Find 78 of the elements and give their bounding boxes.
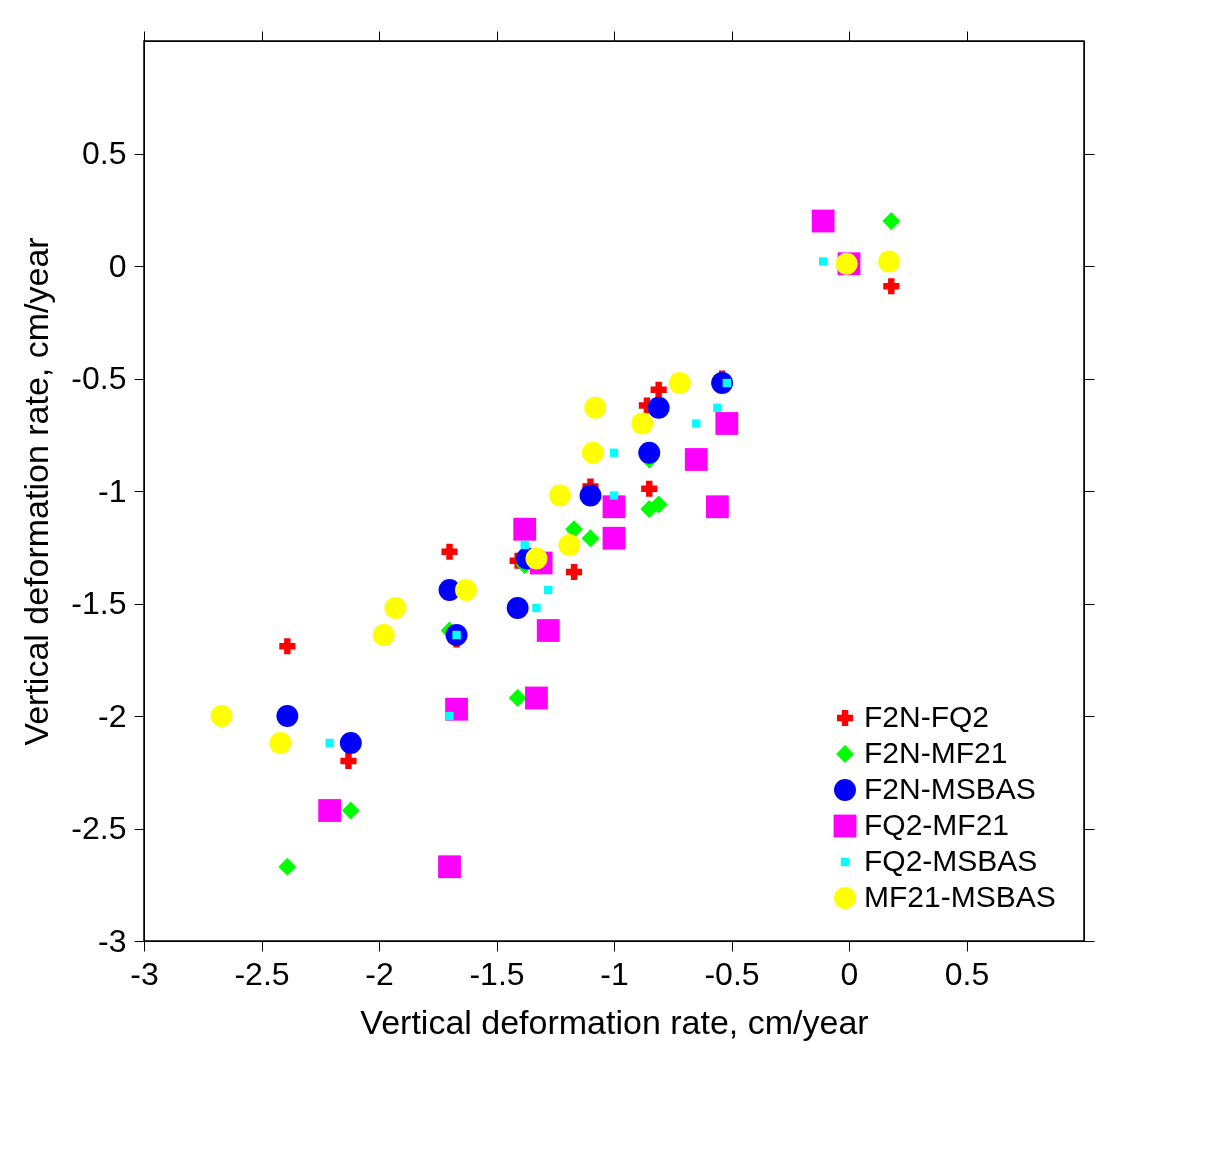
x-axis-title: Vertical deformation rate, cm/year — [360, 1002, 869, 1041]
point — [520, 540, 529, 550]
point — [602, 526, 626, 550]
point — [581, 529, 600, 548]
x-tick-label: -1.5 — [469, 955, 525, 992]
point — [341, 801, 360, 820]
x-tick-label: -3 — [130, 955, 159, 992]
point — [878, 250, 900, 273]
point — [278, 857, 297, 876]
point — [525, 686, 548, 710]
x-tick-label: 0 — [840, 955, 859, 992]
point — [318, 799, 342, 822]
point — [649, 495, 668, 514]
point — [882, 212, 901, 230]
legend-label: F2N-FQ2 — [864, 700, 990, 733]
point — [532, 603, 541, 613]
point — [609, 448, 619, 457]
point — [441, 543, 458, 560]
y-tick-label: -0.5 — [71, 360, 127, 396]
point — [445, 711, 454, 721]
y-tick-label: -1.5 — [71, 585, 127, 621]
point — [506, 597, 529, 619]
point — [372, 624, 395, 646]
y-tick-label: -2 — [98, 697, 127, 734]
point — [706, 495, 729, 519]
y-tick-label: -1 — [98, 472, 127, 509]
legend-label: F2N-MF21 — [864, 736, 1008, 769]
point — [513, 517, 537, 541]
point — [811, 209, 835, 233]
legend-label: F2N-MSBAS — [864, 772, 1036, 805]
y-tick-label: -2.5 — [71, 810, 127, 846]
point — [638, 441, 661, 464]
point — [818, 257, 828, 266]
point — [715, 412, 739, 435]
point — [544, 585, 553, 595]
point — [581, 441, 604, 464]
point — [609, 491, 619, 500]
point — [668, 372, 691, 394]
point — [641, 480, 658, 497]
x-tick-label: -0.5 — [704, 955, 760, 992]
x-tick-label: -1 — [600, 955, 629, 992]
x-tick-label: 0.5 — [944, 955, 990, 992]
y-tick-label: -3 — [98, 922, 127, 959]
y-axis-title: Vertical deformation rate, cm/year — [17, 237, 56, 746]
point — [584, 396, 607, 419]
point — [602, 495, 626, 519]
point — [455, 579, 477, 601]
point — [384, 597, 407, 619]
point — [508, 689, 527, 707]
point — [650, 381, 667, 398]
legend-label: MF21-MSBAS — [864, 880, 1056, 913]
point — [325, 738, 334, 748]
point — [438, 855, 461, 879]
point — [631, 412, 654, 435]
point — [579, 484, 602, 507]
point — [713, 403, 722, 412]
point — [565, 520, 583, 539]
point — [269, 732, 292, 754]
point — [340, 752, 357, 770]
point — [549, 484, 571, 507]
legend-label: FQ2-MF21 — [864, 808, 1010, 841]
y-tick-label: 0.5 — [82, 135, 127, 171]
point — [536, 619, 560, 642]
point — [647, 396, 670, 419]
point — [276, 705, 299, 727]
point — [883, 278, 900, 295]
y-tick-label: 0 — [108, 247, 127, 284]
point — [339, 732, 362, 754]
legend-label: FQ2-MSBAS — [864, 844, 1038, 877]
x-tick-label: -2 — [365, 955, 394, 992]
point — [692, 419, 701, 428]
point — [525, 547, 548, 570]
point — [684, 448, 708, 471]
point — [558, 534, 581, 556]
x-tick-label: -2.5 — [234, 955, 290, 992]
point — [279, 638, 296, 655]
point — [210, 705, 233, 727]
point — [565, 563, 583, 581]
